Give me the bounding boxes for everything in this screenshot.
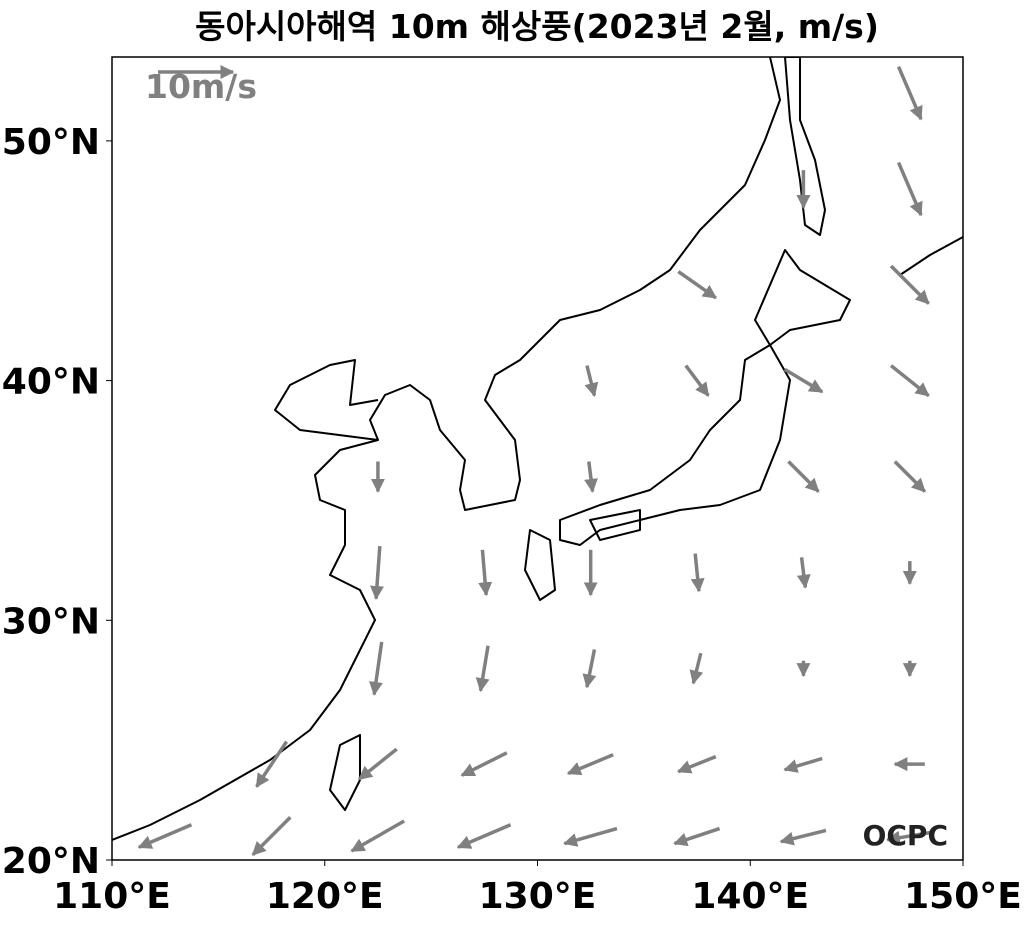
honshu	[559, 344, 791, 546]
y-tick-label: 40°N	[2, 362, 100, 403]
wind-arrow	[677, 270, 717, 300]
wind-arrow	[563, 826, 618, 847]
wind-arrow	[689, 652, 704, 685]
wind-arrow	[684, 364, 710, 397]
wind-arrow	[255, 740, 289, 788]
x-tick-label: 150°E	[904, 876, 1022, 917]
wind-arrow	[783, 367, 824, 394]
wind-arrow	[787, 460, 820, 493]
wind-arrow	[460, 751, 508, 777]
y-tick-label: 20°N	[2, 841, 100, 882]
x-tick-label: 110°E	[53, 876, 171, 917]
wind-arrow	[582, 649, 597, 689]
x-tick-label: 140°E	[691, 876, 809, 917]
wind-arrow	[677, 754, 717, 774]
wind-arrow	[690, 553, 705, 593]
hokkaido	[754, 249, 851, 346]
wind-arrow	[896, 66, 923, 121]
wind-arrow	[783, 756, 823, 773]
coastlines	[112, 57, 963, 841]
wind-arrow	[137, 823, 193, 849]
bohai-coast	[274, 359, 379, 441]
x-tick-label: 120°E	[266, 876, 384, 917]
kyushu	[524, 529, 556, 601]
map-title: 동아시아해역 10m 해상풍(2023년 2월, m/s)	[195, 7, 879, 46]
taiwan	[329, 734, 361, 811]
wind-arrow	[779, 828, 827, 846]
wind-arrow	[584, 461, 598, 493]
wind-arrow	[478, 549, 493, 597]
wind-arrow	[893, 460, 927, 493]
wind-arrow	[456, 823, 512, 849]
kuril-coast	[899, 236, 963, 276]
wind-arrow	[885, 830, 933, 845]
wind-arrow	[896, 161, 923, 217]
wind-arrow	[350, 819, 406, 853]
wind-arrow	[369, 545, 384, 601]
wind-arrow	[369, 641, 384, 696]
wind-arrow	[889, 264, 930, 305]
wind-arrow	[566, 753, 614, 776]
wind-arrow	[358, 747, 398, 781]
y-tick-label: 30°N	[2, 601, 100, 642]
credit: OCPC	[863, 819, 948, 852]
map-frame	[111, 56, 964, 861]
mainland-coast	[112, 57, 781, 841]
wind-arrow	[796, 557, 811, 589]
y-tick-label: 50°N	[2, 122, 100, 163]
x-tick-label: 130°E	[479, 876, 597, 917]
wind-arrow	[251, 816, 292, 857]
wind-arrow	[584, 365, 599, 397]
wind-arrow	[889, 364, 930, 397]
sakhalin	[784, 57, 826, 236]
wind-arrow	[475, 645, 490, 693]
wind-vectors	[137, 66, 933, 857]
wind-arrow	[673, 826, 721, 847]
shikoku	[589, 509, 641, 541]
